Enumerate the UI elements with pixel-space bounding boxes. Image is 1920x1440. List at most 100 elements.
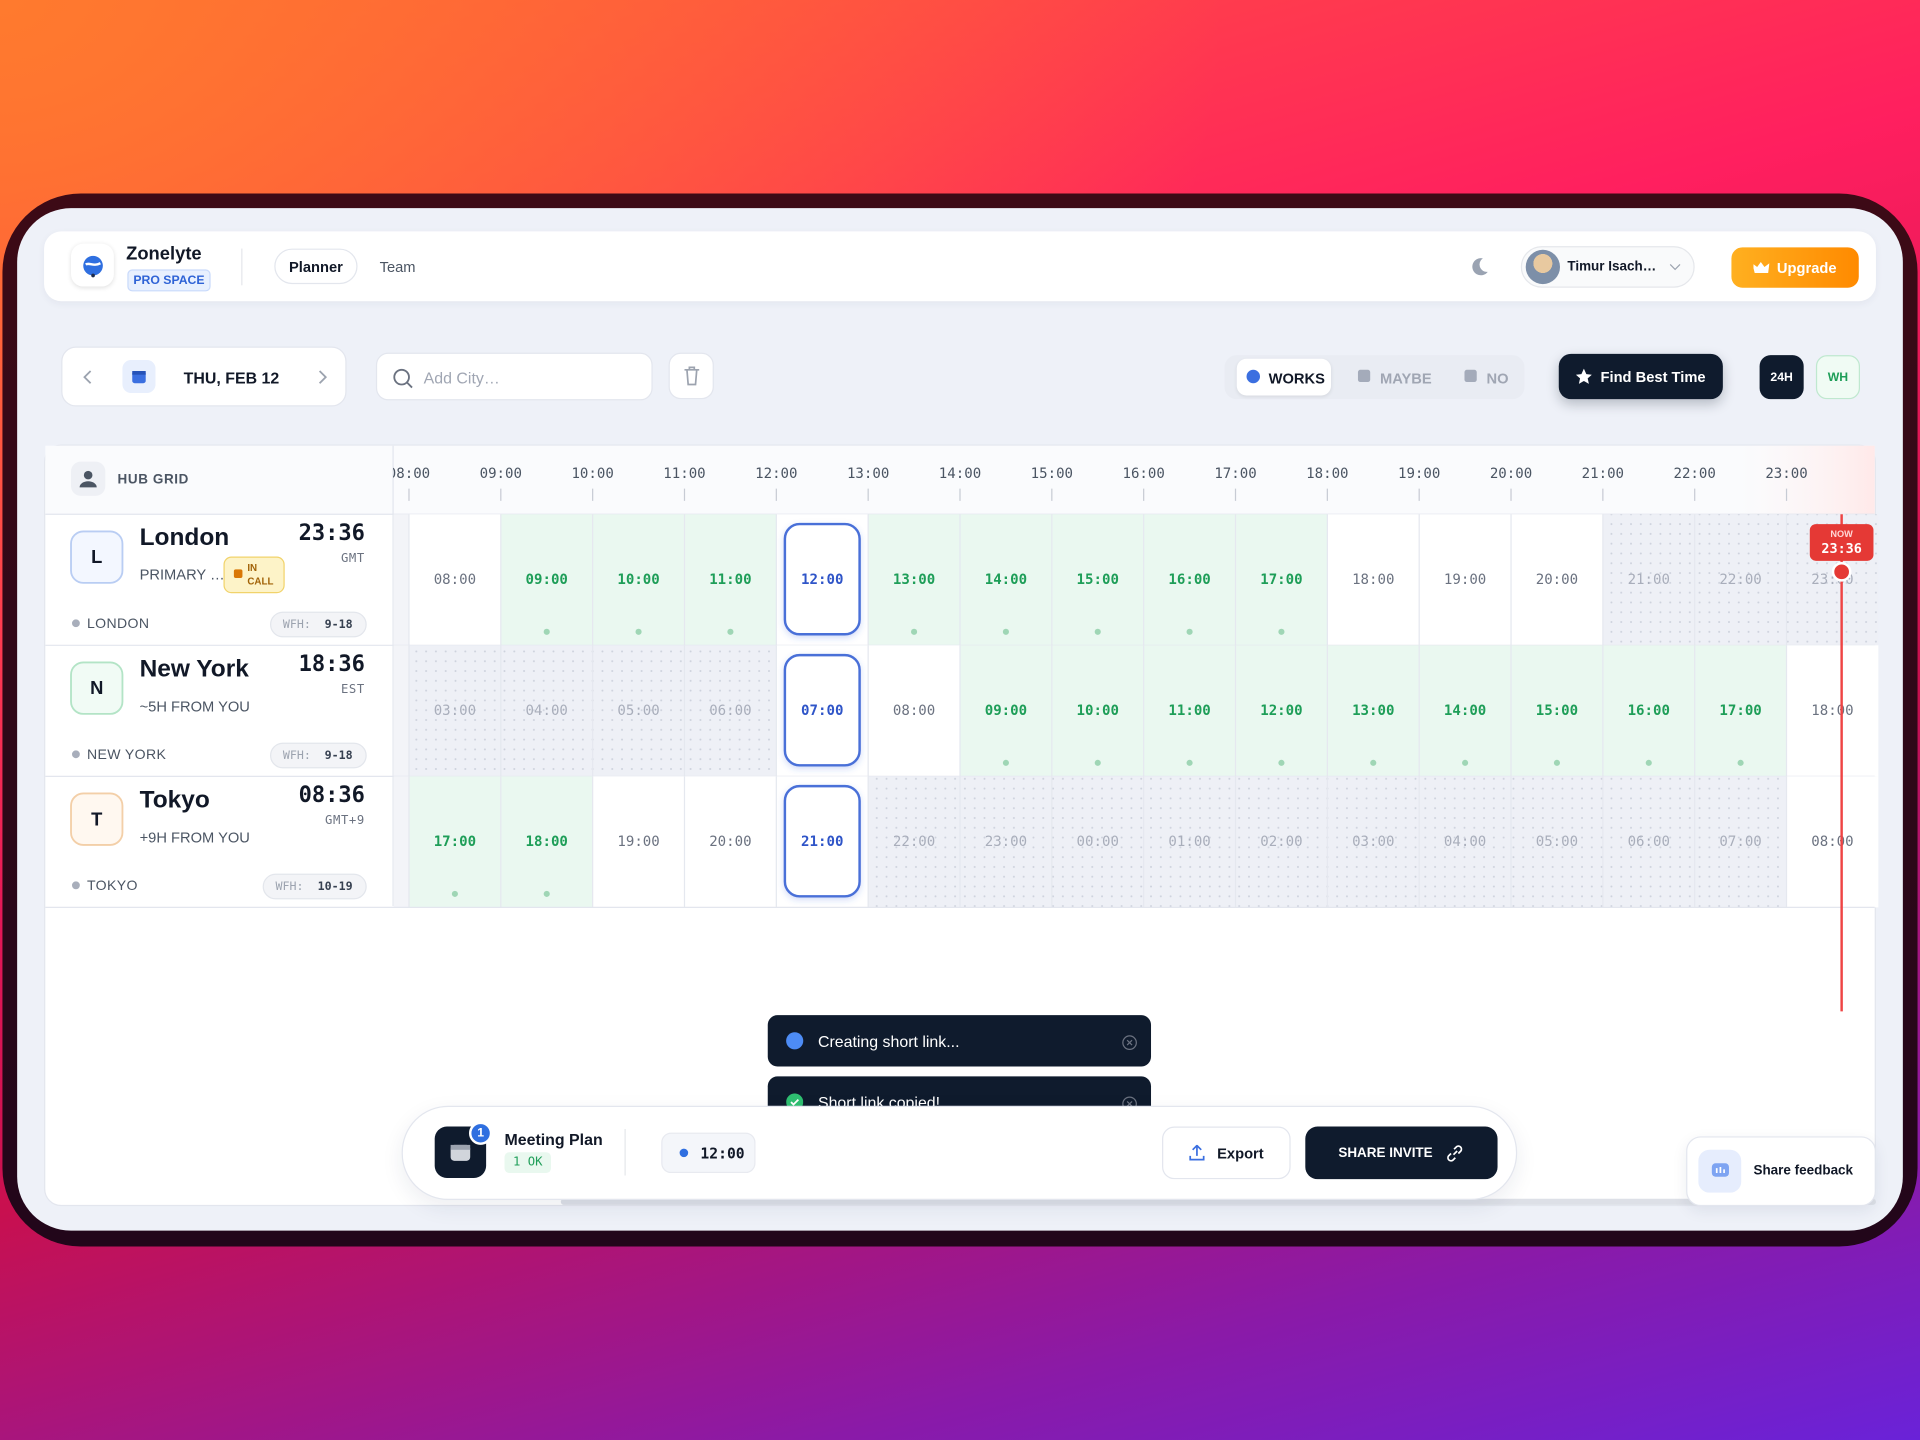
meeting-icon[interactable]	[434, 1126, 487, 1178]
column-label: 21:00	[1582, 466, 1624, 482]
legend-works: WORKS	[1268, 369, 1325, 387]
feedback-icon	[1698, 1149, 1742, 1193]
cell-time: 22:00	[893, 834, 935, 850]
next-day[interactable]	[315, 369, 330, 386]
meeting-glyph	[450, 1144, 471, 1161]
find-label: Find Best Time	[1600, 367, 1706, 386]
now-glow	[1738, 445, 1875, 515]
row-strip	[393, 645, 409, 777]
calendar-icon[interactable]	[122, 360, 156, 394]
cell-no	[500, 645, 593, 777]
cell-time: 14:00	[1444, 703, 1486, 719]
cell-time: 06:00	[1628, 834, 1670, 850]
clear-button[interactable]	[668, 352, 714, 400]
cell-time: 10:00	[1077, 703, 1119, 719]
cell-time: 05:00	[1536, 834, 1578, 850]
search-placeholder: Add City…	[423, 368, 500, 387]
feedback-label: Share feedback	[1753, 1163, 1854, 1178]
scrollbar[interactable]	[560, 1198, 1876, 1205]
work-dot	[1278, 759, 1285, 766]
cell-time: 20:00	[1536, 572, 1578, 588]
theme-toggle[interactable]	[1468, 256, 1490, 278]
column-label: 13:00	[847, 466, 889, 482]
wfh-chip	[262, 873, 367, 900]
cell-works	[1235, 514, 1328, 646]
export-label: Export	[1217, 1144, 1264, 1162]
cell-time: 12:00	[801, 572, 843, 588]
cell-works	[1143, 514, 1236, 646]
now-label: NOW	[1830, 529, 1853, 539]
time-chip-label: 12:00	[700, 1144, 745, 1163]
feedback-glyph	[1711, 1162, 1729, 1177]
upgrade-button[interactable]: Upgrade	[1731, 247, 1859, 288]
upgrade-label: Upgrade	[1776, 258, 1837, 277]
cell-time: 08:00	[1811, 834, 1853, 850]
export-icon	[1189, 1144, 1205, 1161]
cell-no	[1327, 776, 1420, 908]
tab-team[interactable]: Team	[379, 258, 416, 276]
cell-time: 15:00	[1536, 703, 1578, 719]
cell-time: 19:00	[1444, 572, 1486, 588]
cell-no	[1694, 514, 1787, 646]
legend-no[interactable]: NO	[1486, 369, 1509, 387]
cell-works	[500, 776, 593, 908]
legend-no-icon	[1464, 369, 1477, 383]
cell-works	[684, 514, 777, 646]
toggle-wh[interactable]: WH	[1815, 355, 1860, 400]
city-time: 23:36	[299, 521, 365, 546]
column-label: 08:00	[388, 466, 430, 482]
toast-info	[767, 1015, 1152, 1067]
user-name: Timur Isach…	[1567, 259, 1657, 275]
cell-time: 08:00	[434, 572, 476, 588]
search-icon	[393, 368, 413, 389]
cell-works	[1602, 645, 1695, 777]
city-name: New York	[140, 655, 250, 682]
cell-time: 16:00	[1168, 572, 1210, 588]
export-button[interactable]: Export	[1162, 1126, 1291, 1180]
cell-works	[408, 776, 501, 908]
cell-time: 03:00	[1352, 834, 1394, 850]
cell-works	[960, 514, 1052, 646]
wfh-label: WFH:	[283, 617, 311, 631]
wfh-hours: 10-19	[318, 879, 353, 893]
cell-time: 07:00	[1719, 834, 1761, 850]
share-invite[interactable]: SHARE INVITE	[1305, 1126, 1498, 1180]
cell-time: 00:00	[1077, 834, 1119, 850]
cell-no	[868, 776, 960, 908]
date-picker	[61, 346, 347, 407]
pin-icon	[72, 750, 80, 759]
cell-no	[1419, 776, 1512, 908]
toast-close[interactable]	[1122, 1035, 1138, 1051]
logo-icon	[82, 255, 103, 277]
work-dot	[543, 890, 550, 897]
cell-time: 17:00	[1260, 572, 1302, 588]
city-avatar	[70, 661, 124, 715]
work-dot	[1278, 628, 1285, 635]
cell-maybe	[868, 645, 960, 777]
time-chip[interactable]	[661, 1132, 756, 1174]
work-dot	[1737, 759, 1744, 766]
row-strip	[393, 514, 409, 646]
cell-no	[1235, 776, 1328, 908]
city-name: London	[140, 524, 230, 551]
prev-day[interactable]	[81, 369, 96, 386]
cell-no	[960, 776, 1052, 908]
cell-time: 17:00	[1719, 703, 1761, 719]
cell-maybe	[1327, 514, 1420, 646]
toggle-24h[interactable]: 24H	[1759, 355, 1804, 400]
city-zone: EST	[341, 682, 365, 696]
column-label: 23:00	[1765, 466, 1807, 482]
cell-time: 06:00	[709, 703, 751, 719]
cell-time: 07:00	[801, 703, 843, 719]
tab-planner[interactable]: Planner	[274, 248, 358, 285]
cell-no	[1602, 776, 1695, 908]
legend-maybe[interactable]: MAYBE	[1380, 369, 1432, 387]
logo[interactable]	[71, 243, 114, 287]
city-search[interactable]	[375, 352, 653, 401]
wfh-chip	[270, 611, 367, 638]
cell-time: 10:00	[617, 572, 659, 588]
cell-time: 19:00	[617, 834, 659, 850]
find-best-time[interactable]: Find Best Time	[1558, 353, 1723, 400]
meeting-title: Meeting Plan	[504, 1130, 603, 1149]
city-location: TOKYO	[87, 877, 138, 893]
